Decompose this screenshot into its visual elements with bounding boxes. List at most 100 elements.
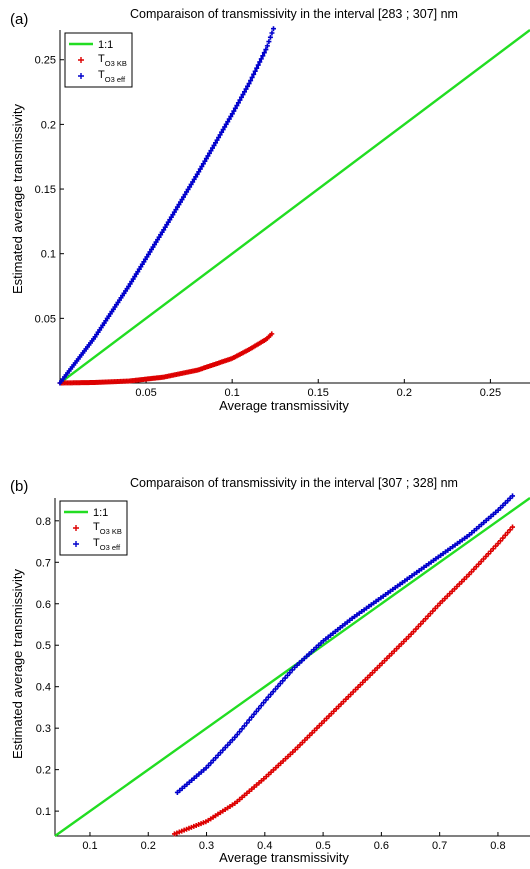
data-point [411,629,417,635]
data-point [215,752,221,758]
data-point [217,132,223,138]
data-point [179,197,185,203]
data-point [171,209,177,215]
data-point [232,734,238,740]
data-point [267,34,273,40]
x-tick-label: 0.4 [257,840,272,852]
data-point [243,86,249,92]
data-point [483,553,489,559]
legend-marker-swatch [73,541,79,547]
data-point [268,691,274,697]
data-point [208,148,214,154]
data-point [251,711,257,717]
data-point [425,613,431,619]
data-point [502,532,508,538]
x-tick-label: 0.1 [225,387,240,399]
data-point [244,720,250,726]
data-point [164,222,170,228]
data-point [220,747,226,753]
data-point [210,757,216,763]
data-point [225,119,231,125]
data-point [217,750,223,756]
data-point [227,739,233,745]
data-point [181,194,187,200]
x-tick-label: 0.5 [315,840,330,852]
data-point [280,678,286,684]
data-point [177,199,183,205]
data-point [408,631,414,637]
data-point [493,543,499,549]
data-point [270,689,276,695]
data-point [481,556,487,562]
data-point [432,605,438,611]
data-point [505,530,511,536]
data-point [167,217,173,223]
data-point [273,686,279,692]
y-tick-label: 0.4 [36,682,51,694]
y-axis-label: Estimated average transmissivity [10,568,25,759]
data-point [240,92,246,98]
data-point [170,212,176,218]
data-point [219,129,225,135]
data-point [246,717,252,723]
data-point [239,726,245,732]
data-point [222,745,228,751]
data-point [289,667,295,673]
chart-panel-b: (b) Comparaison of transmissivity in the… [10,476,530,865]
y-tick-label: 0.15 [35,184,56,196]
x-tick-label: 0.05 [135,387,156,399]
data-point [196,169,202,175]
data-point [430,608,436,614]
data-point [226,116,232,122]
y-tick-label: 0.25 [35,55,56,67]
data-point [254,65,260,71]
data-point [473,564,479,570]
legend-marker-swatch [73,525,79,531]
data-point [263,697,269,703]
data-point [234,103,240,109]
x-tick-label: 0.1 [82,840,97,852]
legend-label: TO3 KB [98,53,127,68]
legend-label: 1:1 [93,507,108,519]
y-tick-label: 0.2 [41,119,56,131]
x-tick-label: 0.2 [397,387,412,399]
data-point [231,108,237,114]
series-o3-kb [171,524,516,837]
data-point [235,100,241,106]
data-point [478,559,484,565]
data-point [220,127,226,133]
data-point [208,760,214,766]
data-point [242,89,248,95]
x-tick-label: 0.6 [374,840,389,852]
data-point [255,62,261,68]
data-point [435,603,441,609]
y-tick-label: 0.7 [36,557,51,569]
data-point [194,171,200,177]
panel-label: (a) [10,11,28,28]
data-point [261,50,267,56]
data-point [275,683,281,689]
data-point [206,762,212,768]
chart-panel-a: (a) Comparaison of transmissivity in the… [10,7,530,413]
data-point [238,94,244,100]
data-point [200,161,206,167]
data-point [277,681,283,687]
data-point [209,145,215,151]
data-point [252,68,258,74]
data-point [229,737,235,743]
data-point [184,189,190,195]
data-point [269,30,275,36]
data-point [468,569,474,575]
data-point [228,113,234,119]
data-point [185,186,191,192]
data-point [222,124,228,130]
data-point [245,83,251,89]
data-point [500,535,506,541]
data-point [193,174,199,180]
data-point [214,137,220,143]
data-point [176,202,182,208]
data-point [216,135,222,140]
data-point [232,105,238,111]
data-point [510,493,516,499]
